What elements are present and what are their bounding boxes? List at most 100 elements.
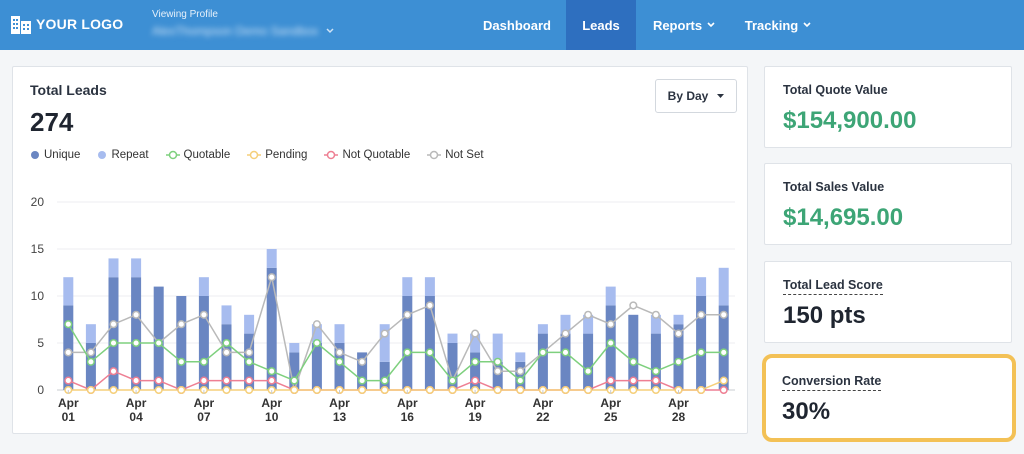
nav-leads[interactable]: Leads xyxy=(566,0,636,50)
stat-label[interactable]: Total Lead Score xyxy=(783,278,883,295)
point-quotable xyxy=(493,357,502,366)
legend-unique[interactable]: Unique xyxy=(30,149,80,161)
y-tick-label: 10 xyxy=(31,289,45,303)
legend-repeat[interactable]: Repeat xyxy=(97,149,149,161)
point-pending xyxy=(425,385,434,395)
y-tick-label: 5 xyxy=(37,336,44,350)
profile-switcher[interactable]: Viewing Profile AlexThompson Demo Sandbo… xyxy=(152,9,334,38)
legend-not-set[interactable]: Not Set xyxy=(427,149,484,161)
point-quotable xyxy=(132,338,141,348)
total-leads-value: 274 xyxy=(30,107,74,137)
point-not-set xyxy=(629,301,638,310)
bar-repeat xyxy=(198,277,209,296)
point-not-quotable xyxy=(651,376,660,385)
point-quotable xyxy=(448,376,457,385)
bar-unique xyxy=(696,296,707,390)
point-quotable xyxy=(222,338,231,348)
bar-unique xyxy=(198,296,209,390)
point-quotable xyxy=(199,357,208,366)
x-tick-label-day: 04 xyxy=(129,410,143,424)
range-select[interactable]: By Day xyxy=(655,79,737,113)
point-not-quotable xyxy=(64,376,73,385)
bar-repeat xyxy=(470,333,481,353)
legend-label: Not Quotable xyxy=(342,149,411,161)
bar-unique xyxy=(560,333,571,390)
bar-unique xyxy=(447,343,458,390)
total-lead-score-card: Total Lead Score 150 pts xyxy=(764,261,1012,343)
bar-repeat xyxy=(605,286,616,306)
bar-repeat xyxy=(85,324,96,343)
total-leads-card: Total Leads 274 By Day Unique Repeat Quo… xyxy=(12,66,748,434)
nav-leads-label: Leads xyxy=(582,17,620,33)
point-not-set xyxy=(358,357,367,366)
bar-repeat xyxy=(673,314,684,325)
x-tick-label-day: 19 xyxy=(468,410,482,424)
logo[interactable]: YOUR LOGO xyxy=(10,13,123,35)
point-pending xyxy=(177,385,186,395)
x-tick-label-day: 25 xyxy=(604,410,618,424)
x-tick-label-day: 13 xyxy=(333,410,347,424)
profile-label: Viewing Profile xyxy=(152,9,218,20)
bar-unique xyxy=(379,361,390,390)
legend-not-quotable[interactable]: Not Quotable xyxy=(324,149,410,161)
x-tick-label-day: 16 xyxy=(401,410,415,424)
point-quotable xyxy=(516,376,525,385)
bar-unique xyxy=(515,361,526,390)
point-not-set xyxy=(177,320,186,329)
point-quotable xyxy=(403,348,412,357)
bar-unique xyxy=(334,343,345,390)
chevron-down-icon xyxy=(803,22,811,28)
bar-repeat xyxy=(108,258,119,278)
point-quotable xyxy=(312,338,321,348)
bar-repeat xyxy=(583,314,594,334)
bar-unique xyxy=(357,352,368,390)
stat-value: 150 pts xyxy=(783,302,866,329)
bar-unique xyxy=(131,277,142,390)
line-marker-icon xyxy=(165,150,180,160)
point-not-set xyxy=(584,310,593,319)
bar-unique xyxy=(311,343,322,390)
legend-quotable[interactable]: Quotable xyxy=(165,149,230,161)
bar-unique xyxy=(492,361,503,390)
nav-reports-label: Reports xyxy=(652,17,703,33)
line-not-set xyxy=(68,276,724,393)
bar-unique xyxy=(718,305,729,390)
nav-dashboard-label: Dashboard xyxy=(483,17,551,33)
point-not-set xyxy=(403,310,412,319)
point-not-set xyxy=(312,320,321,329)
nav-dashboard[interactable]: Dashboard xyxy=(468,0,566,50)
nav-tracking[interactable]: Tracking xyxy=(732,0,824,50)
legend-label: Pending xyxy=(265,149,308,161)
point-quotable xyxy=(64,320,73,329)
legend-pending[interactable]: Pending xyxy=(247,149,307,161)
point-pending xyxy=(584,385,593,395)
line-marker-icon xyxy=(324,150,339,160)
point-quotable xyxy=(674,357,683,366)
chart-legend: Unique Repeat Quotable Pending Not Quota… xyxy=(30,149,501,161)
nav-reports[interactable]: Reports xyxy=(636,0,732,50)
chevron-down-icon xyxy=(707,22,715,28)
line-marker-icon xyxy=(427,150,442,160)
point-not-set xyxy=(222,348,231,357)
point-quotable xyxy=(245,357,254,366)
total-sales-value-card: Total Sales Value $14,695.00 xyxy=(764,163,1012,245)
bar-repeat xyxy=(650,314,661,334)
bar-repeat xyxy=(447,333,458,343)
x-tick-label-day: 07 xyxy=(197,410,211,424)
bar-unique xyxy=(108,277,119,390)
point-quotable xyxy=(335,357,344,366)
point-quotable xyxy=(697,348,706,357)
bar-unique xyxy=(221,324,232,390)
point-not-set xyxy=(561,329,570,338)
y-tick-label: 20 xyxy=(31,195,45,209)
point-quotable xyxy=(629,357,638,366)
point-not-quotable xyxy=(629,376,638,385)
bar-unique xyxy=(583,333,594,390)
point-pending xyxy=(719,376,728,385)
bar-repeat xyxy=(537,324,548,334)
point-not-set xyxy=(606,320,615,329)
stat-label: Total Sales Value xyxy=(783,180,885,194)
point-pending xyxy=(493,385,502,395)
stat-label[interactable]: Conversion Rate xyxy=(782,374,882,391)
point-quotable xyxy=(584,367,593,376)
